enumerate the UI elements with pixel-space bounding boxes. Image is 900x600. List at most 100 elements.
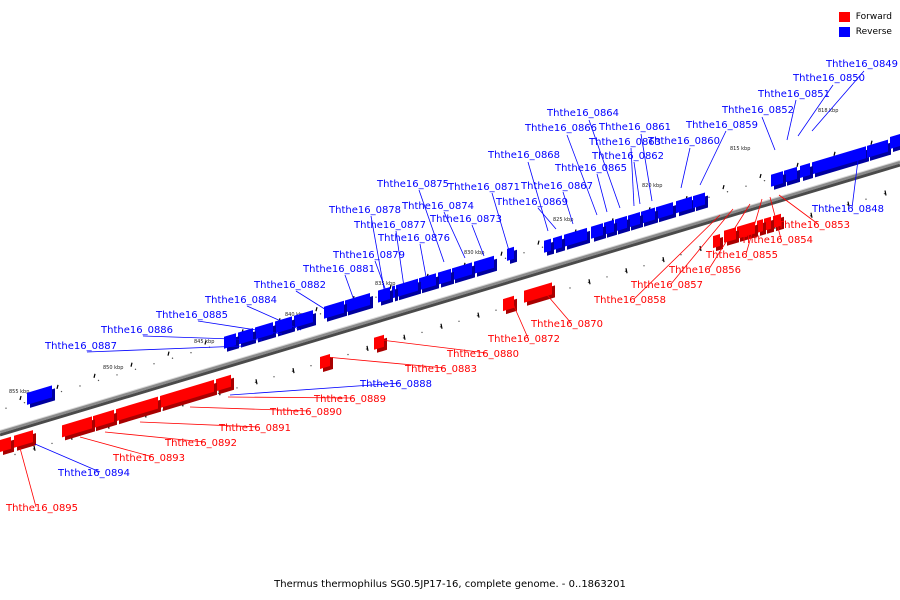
gene-label-ththe16-0849[interactable]: Ththe16_0849 <box>825 59 898 70</box>
gene-ththe16-0881-reverse[interactable] <box>324 300 347 322</box>
gene-ththe16-0860b-reverse[interactable] <box>693 192 708 212</box>
gene-label-ththe16-0863[interactable]: Ththe16_0863 <box>588 137 661 148</box>
gene-label-ththe16-0867[interactable]: Ththe16_0867 <box>520 181 593 192</box>
gene-label-ththe16-0875[interactable]: Ththe16_0875 <box>376 179 449 190</box>
leader-ththe16-0851 <box>786 99 797 141</box>
gene-ththe16-0864-reverse[interactable] <box>615 215 630 235</box>
gene-label-ththe16-0880[interactable]: Ththe16_0880 <box>446 349 519 360</box>
gene-label-ththe16-0892[interactable]: Ththe16_0892 <box>164 438 237 449</box>
gene-ththe16-0867-reverse[interactable] <box>564 227 590 250</box>
gene-label-ththe16-0876[interactable]: Ththe16_0876 <box>377 233 450 244</box>
gene-label-ththe16-0890[interactable]: Ththe16_0890 <box>269 407 342 418</box>
gene-label-ththe16-0889[interactable]: Ththe16_0889 <box>313 394 386 405</box>
leader-ththe16-0853 <box>778 194 819 225</box>
gene-ththe16-0893-forward[interactable] <box>62 416 95 441</box>
gene-ththe16-0872-forward[interactable] <box>503 295 517 315</box>
gene-ththe16-0888-reverse[interactable] <box>27 385 55 408</box>
scale-dot <box>726 191 729 193</box>
gene-label-ththe16-0883[interactable]: Ththe16_0883 <box>404 364 477 375</box>
gene-label-ththe16-0850[interactable]: Ththe16_0850 <box>792 73 865 84</box>
gene-ththe16-0862-reverse[interactable] <box>641 207 658 227</box>
gene-label-ththe16-0877[interactable]: Ththe16_0877 <box>353 220 426 231</box>
gene-features[interactable] <box>0 134 900 455</box>
scale-tick <box>500 251 503 256</box>
gene-ththe16-0889-forward[interactable] <box>216 374 234 395</box>
gene-ththe16-0873-reverse[interactable] <box>474 255 497 277</box>
gene-label-ththe16-0891[interactable]: Ththe16_0891 <box>218 423 291 434</box>
gene-ththe16-0866-reverse[interactable] <box>591 223 606 242</box>
gene-ththe16-0878-reverse[interactable] <box>378 287 393 306</box>
gene-ththe16-0887-reverse[interactable] <box>224 333 239 352</box>
gene-label-ththe16-0884[interactable]: Ththe16_0884 <box>204 295 277 306</box>
gene-ththe16-0875-reverse[interactable] <box>438 268 454 288</box>
gene-label-ththe16-0888[interactable]: Ththe16_0888 <box>359 379 432 390</box>
gene-label-ththe16-0856[interactable]: Ththe16_0856 <box>668 265 741 276</box>
gene-label-ththe16-0894[interactable]: Ththe16_0894 <box>57 468 130 479</box>
gene-ththe16-0885-reverse[interactable] <box>255 322 276 343</box>
gene-ththe16-0851-reverse[interactable] <box>800 163 813 181</box>
gene-ththe16-0895b-forward[interactable] <box>0 436 14 455</box>
gene-ththe16-0892-forward[interactable] <box>93 409 117 432</box>
gene-label-ththe16-0872[interactable]: Ththe16_0872 <box>487 334 560 345</box>
gene-label-ththe16-0855[interactable]: Ththe16_0855 <box>705 250 778 261</box>
gene-label-ththe16-0862[interactable]: Ththe16_0862 <box>591 151 664 162</box>
gene-ththe16-0880-forward[interactable] <box>374 334 387 353</box>
gene-ththe16-0854-forward[interactable] <box>764 216 774 234</box>
gene-ththe16-0850-reverse[interactable] <box>867 139 891 161</box>
gene-label-ththe16-0887[interactable]: Ththe16_0887 <box>44 341 117 352</box>
gene-label-ththe16-0864[interactable]: Ththe16_0864 <box>546 108 619 119</box>
gene-label-ththe16-0860[interactable]: Ththe16_0860 <box>647 136 720 147</box>
gene-label-ththe16-0868[interactable]: Ththe16_0868 <box>487 150 560 161</box>
gene-label-ththe16-0879[interactable]: Ththe16_0879 <box>332 250 405 261</box>
gene-ththe16-0883-forward[interactable] <box>320 354 333 372</box>
gene-ththe16-0849-reverse[interactable] <box>812 146 869 178</box>
gene-ththe16-0869-reverse[interactable] <box>544 238 554 256</box>
gene-label-ththe16-0893[interactable]: Ththe16_0893 <box>112 453 185 464</box>
gene-ththe16-0891-forward[interactable] <box>116 396 161 425</box>
gene-label-ththe16-0870[interactable]: Ththe16_0870 <box>530 319 603 330</box>
gene-ththe16-0858-forward[interactable] <box>713 234 723 252</box>
gene-label-ththe16-0861[interactable]: Ththe16_0861 <box>598 122 671 133</box>
gene-ththe16-0876-reverse[interactable] <box>419 273 439 294</box>
gene-ththe16-0855-forward[interactable] <box>757 219 766 236</box>
gene-ththe16-0895-forward[interactable] <box>14 430 36 451</box>
gene-label-ththe16-0895[interactable]: Ththe16_0895 <box>5 503 78 514</box>
gene-ththe16-0886-reverse[interactable] <box>238 328 256 348</box>
gene-ththe16-0890-forward[interactable] <box>160 379 217 411</box>
gene-ththe16-0868-reverse[interactable] <box>553 235 565 254</box>
gene-label-ththe16-0869[interactable]: Ththe16_0869 <box>495 197 568 208</box>
gene-ththe16-0865-reverse[interactable] <box>604 219 617 238</box>
gene-ththe16-0879-reverse[interactable] <box>345 293 373 316</box>
gene-ththe16-0877-reverse[interactable] <box>396 278 421 301</box>
gene-label-ththe16-0874[interactable]: Ththe16_0874 <box>401 201 474 212</box>
gene-label-ththe16-0848[interactable]: Ththe16_0848 <box>811 204 884 215</box>
gene-ththe16-0852-reverse[interactable] <box>784 166 800 186</box>
gene-label-ththe16-0858[interactable]: Ththe16_0858 <box>593 295 666 306</box>
gene-labels[interactable]: Ththe16_0849 Ththe16_0850 Ththe16_0851 Thth… <box>5 59 898 514</box>
gene-ththe16-0882-reverse[interactable] <box>294 310 316 331</box>
gene-label-ththe16-0871[interactable]: Ththe16_0871 <box>447 182 520 193</box>
gene-label-ththe16-0881[interactable]: Ththe16_0881 <box>302 264 375 275</box>
gene-ththe16-0861-reverse[interactable] <box>656 202 676 223</box>
gene-label-ththe16-0865[interactable]: Ththe16_0865 <box>554 163 627 174</box>
gene-ththe16-0870-forward[interactable] <box>524 282 555 306</box>
gene-label-ththe16-0882[interactable]: Ththe16_0882 <box>253 280 326 291</box>
gene-label-ththe16-0857[interactable]: Ththe16_0857 <box>630 280 703 291</box>
gene-ththe16-0860-reverse[interactable] <box>676 196 695 217</box>
gene-label-ththe16-0866[interactable]: Ththe16_0866 <box>524 123 597 134</box>
gene-label-ththe16-0854[interactable]: Ththe16_0854 <box>740 235 813 246</box>
gene-ththe16-0857-forward[interactable] <box>724 227 739 246</box>
gene-label-ththe16-0852[interactable]: Ththe16_0852 <box>721 105 794 116</box>
gene-label-ththe16-0886[interactable]: Ththe16_0886 <box>100 325 173 336</box>
gene-ththe16-0849b-reverse[interactable] <box>890 134 900 152</box>
gene-label-ththe16-0859[interactable]: Ththe16_0859 <box>685 120 758 131</box>
gene-label-ththe16-0878[interactable]: Ththe16_0878 <box>328 205 401 216</box>
gene-ththe16-0874-reverse[interactable] <box>452 262 475 284</box>
gene-ththe16-0853r-reverse[interactable] <box>771 171 786 190</box>
gene-ththe16-0863-reverse[interactable] <box>628 212 643 231</box>
gene-label-ththe16-0851[interactable]: Ththe16_0851 <box>757 89 830 100</box>
gene-label-ththe16-0885[interactable]: Ththe16_0885 <box>155 310 228 321</box>
gene-label-ththe16-0853[interactable]: Ththe16_0853 <box>777 220 850 231</box>
gene-label-ththe16-0873[interactable]: Ththe16_0873 <box>429 214 502 225</box>
